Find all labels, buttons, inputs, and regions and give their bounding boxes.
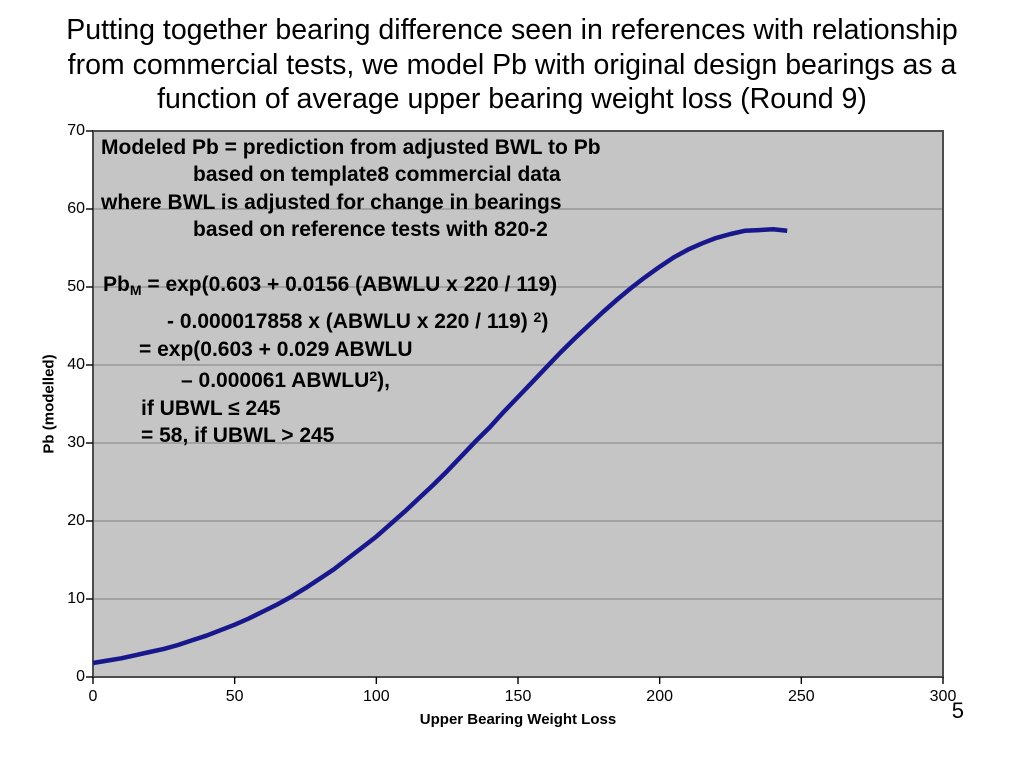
slide-title-line-3: function of average upper bearing weight… [157, 83, 867, 115]
y-tick-label: 40 [67, 356, 85, 373]
annotation-line: PbM = exp(0.603 + 0.0156 (ABWLU x 220 / … [103, 273, 558, 299]
y-tick-label: 70 [67, 122, 85, 139]
page-number: 5 [951, 698, 964, 723]
x-tick-label: 50 [225, 688, 244, 705]
model-annotation-textbox: Modeled Pb = prediction from adjusted BW… [101, 134, 601, 449]
x-tick-label: 0 [88, 688, 98, 705]
y-tick-label: 20 [67, 512, 85, 529]
plot-area [93, 131, 943, 677]
y-tick-label: 0 [76, 668, 85, 685]
annotation-line: if UBWL ≤ 245 [141, 396, 281, 420]
x-tick-label: 300 [929, 688, 957, 705]
x-tick-label: 200 [646, 688, 673, 705]
slide-title: Putting together bearing difference seen… [22, 13, 1002, 117]
slide-title-line-2: from commercial tests, we model Pb with … [67, 48, 957, 81]
annotation-line: based on template8 commercial data [193, 163, 561, 187]
annotation-line: - 0.000017858 x (ABWLU x 220 / 119) 2) [167, 309, 549, 334]
y-tick-label: 50 [67, 278, 85, 295]
x-tick-label: 150 [504, 688, 532, 705]
y-tick-label: 10 [67, 590, 85, 607]
x-tick-label: 250 [787, 688, 815, 705]
x-tick-label: 100 [362, 688, 390, 705]
annotation-line: based on reference tests with 820-2 [193, 218, 548, 242]
annotation-line: = 58, if UBWL > 245 [141, 424, 335, 448]
annotation-line: where BWL is adjusted for change in bear… [101, 190, 562, 214]
annotation-line [101, 244, 601, 271]
annotation-line: = exp(0.603 + 0.029 ABWLU [139, 337, 413, 361]
y-tick-label: 30 [67, 434, 85, 451]
slide-title-line-1: Putting together bearing difference seen… [66, 14, 958, 46]
x-axis-title: Upper Bearing Weight Loss [419, 711, 617, 728]
annotation-line: – 0.000061 ABWLU2), [181, 368, 390, 393]
model-curve [92, 227, 788, 666]
y-tick-label: 60 [67, 200, 85, 217]
annotation-line: Modeled Pb = prediction from adjusted BW… [101, 136, 601, 159]
